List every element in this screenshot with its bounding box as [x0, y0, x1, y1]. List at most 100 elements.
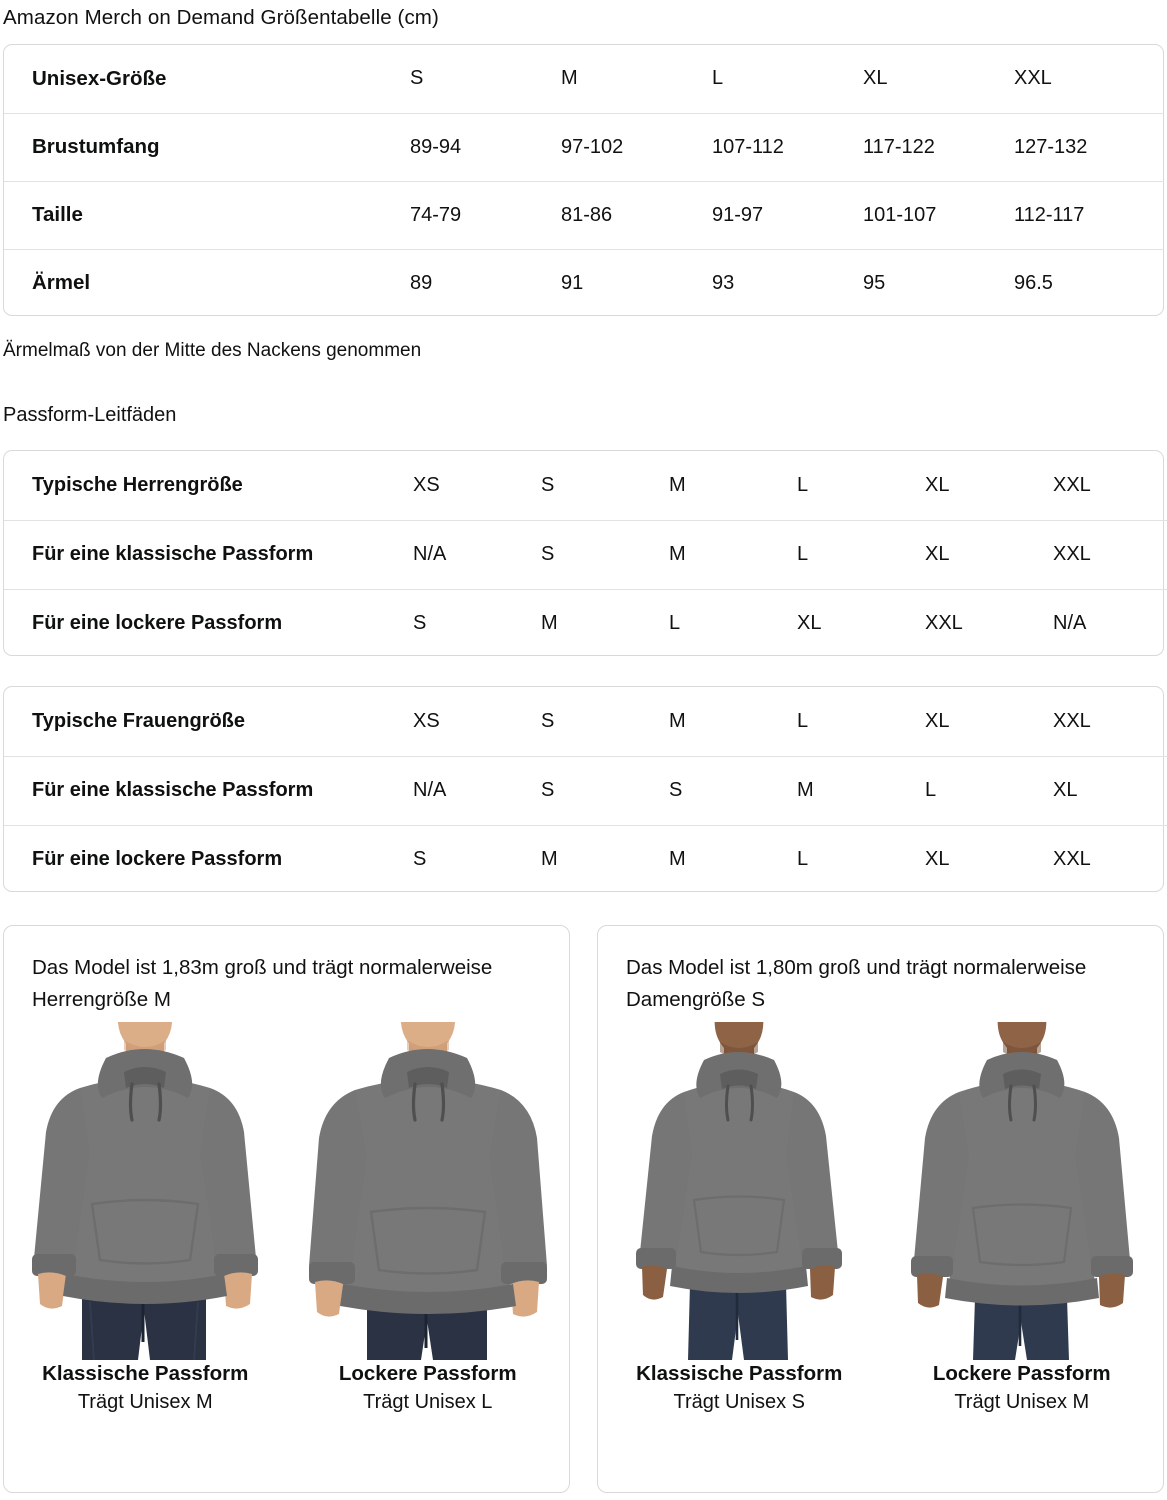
model-figure-relaxed-fit: Lockere Passform Trägt Unisex L — [298, 1022, 558, 1414]
page-title: Amazon Merch on Demand Größentabelle (cm… — [3, 6, 439, 29]
cell-value: L — [796, 520, 924, 590]
cell-value: XXL — [1053, 848, 1091, 871]
fit-wears: Trägt Unisex L — [363, 1391, 493, 1413]
row-label: Ärmel — [32, 271, 91, 295]
cell-value: M — [796, 756, 924, 826]
cell-value: 89 — [410, 271, 433, 294]
table-row: Ärmel 89 91 93 95 96.5 — [4, 249, 1164, 317]
cell-value: L — [924, 756, 1052, 826]
row-label: Für eine klassische Passform — [4, 756, 412, 826]
cell-value: S — [540, 451, 668, 521]
fit-guides-heading: Passform-Leitfäden — [3, 404, 177, 426]
figure-labels: Lockere Passform Trägt Unisex L — [298, 1362, 558, 1414]
cell-value: 91 — [561, 271, 584, 294]
table-row: Unisex-Größe S M L XL XXL — [4, 45, 1164, 114]
cell-value: M — [669, 848, 686, 871]
figure-labels: Klassische Passform Trägt Unisex M — [15, 1362, 275, 1414]
row-label: Taille — [4, 181, 409, 250]
cell-value: M — [560, 45, 711, 114]
cell-value: XL — [797, 612, 822, 635]
cell-value: XXL — [1052, 520, 1167, 590]
cell-value: 96.5 — [1014, 271, 1053, 294]
cell-value: S — [409, 45, 560, 114]
model-caption: Das Model ist 1,83m groß und trägt norma… — [32, 956, 493, 1011]
cell-value: 101-107 — [862, 181, 1013, 250]
fit-wears: Trägt Unisex M — [77, 1391, 213, 1413]
cell-value: XXL — [1052, 687, 1167, 757]
sleeve-measurement-note: Ärmelmaß von der Mitte des Nackens genom… — [3, 340, 422, 361]
cell-value: S — [668, 756, 796, 826]
table-row: Für eine klassische Passform N/A S S M L… — [4, 756, 1167, 826]
cell-value: XS — [412, 687, 540, 757]
mens-model-card: Das Model ist 1,83m groß und trägt norma… — [3, 925, 570, 1493]
cell-value: XL — [924, 451, 1052, 521]
cell-value: N/A — [412, 756, 540, 826]
cell-value: S — [540, 520, 668, 590]
cell-value: XXL — [1013, 45, 1164, 114]
model-caption: Das Model ist 1,80m groß und trägt norma… — [626, 956, 1087, 1011]
male-model-classic-fit-photo — [20, 1022, 271, 1360]
model-figures: Klassische Passform Trägt Unisex S — [598, 1022, 1163, 1414]
cell-value: L — [711, 45, 862, 114]
table-row: Für eine klassische Passform N/A S M L X… — [4, 520, 1167, 590]
cell-value: M — [668, 520, 796, 590]
cell-value: 107-112 — [711, 113, 862, 182]
table-row: Für eine lockere Passform S M M L XL XXL — [4, 825, 1167, 894]
cell-value: 74-79 — [409, 181, 560, 250]
model-figure-classic-fit: Klassische Passform Trägt Unisex M — [15, 1022, 275, 1414]
cell-value: 91-97 — [711, 181, 862, 250]
cell-value: N/A — [1053, 612, 1087, 635]
figure-labels: Klassische Passform Trägt Unisex S — [609, 1362, 869, 1414]
female-model-classic-fit-photo — [614, 1022, 865, 1360]
male-model-relaxed-fit-photo — [302, 1022, 553, 1360]
unisex-size-table: Unisex-Größe S M L XL XXL Brustumfang 89… — [3, 44, 1164, 316]
table-row: Brustumfang 89-94 97-102 107-112 117-122… — [4, 113, 1164, 182]
cell-value: XXL — [1052, 451, 1167, 521]
row-label: Brustumfang — [4, 113, 409, 182]
cell-value: 81-86 — [560, 181, 711, 250]
fit-name: Lockere Passform — [932, 1362, 1111, 1385]
figure-labels: Lockere Passform Trägt Unisex M — [892, 1362, 1152, 1414]
row-label: Typische Herrengröße — [4, 451, 412, 521]
cell-value: S — [540, 687, 668, 757]
row-label: Für eine lockere Passform — [32, 848, 283, 871]
cell-value: XL — [862, 45, 1013, 114]
fit-name: Klassische Passform — [636, 1362, 843, 1385]
model-figure-relaxed-fit: Lockere Passform Trägt Unisex M — [892, 1022, 1152, 1414]
cell-value: S — [540, 756, 668, 826]
cell-value: L — [797, 848, 809, 871]
fit-wears: Trägt Unisex S — [673, 1391, 806, 1413]
cell-value: S — [413, 848, 427, 871]
cell-value: XXL — [925, 612, 963, 635]
cell-value: M — [541, 848, 558, 871]
female-model-relaxed-fit-photo — [896, 1022, 1147, 1360]
cell-value: N/A — [412, 520, 540, 590]
cell-value: 95 — [863, 271, 886, 294]
womens-model-card: Das Model ist 1,80m groß und trägt norma… — [597, 925, 1164, 1493]
fit-name: Lockere Passform — [338, 1362, 517, 1385]
cell-value: 117-122 — [862, 113, 1013, 182]
model-figure-classic-fit: Klassische Passform Trägt Unisex S — [609, 1022, 869, 1414]
cell-value: 89-94 — [409, 113, 560, 182]
row-label: Für eine klassische Passform — [4, 520, 412, 590]
fit-wears: Trägt Unisex M — [954, 1391, 1090, 1413]
cell-value: XL — [925, 848, 950, 871]
fit-name: Klassische Passform — [42, 1362, 249, 1385]
cell-value: 93 — [712, 271, 735, 294]
table-row: Taille 74-79 81-86 91-97 101-107 112-117 — [4, 181, 1164, 250]
cell-value: XL — [924, 520, 1052, 590]
row-label: Typische Frauengröße — [4, 687, 412, 757]
cell-value: XL — [924, 687, 1052, 757]
cell-value: XS — [412, 451, 540, 521]
cell-value: L — [796, 451, 924, 521]
cell-value: 112-117 — [1013, 181, 1164, 250]
cell-value: M — [668, 687, 796, 757]
cell-value: XL — [1052, 756, 1167, 826]
model-figures: Klassische Passform Trägt Unisex M — [4, 1022, 569, 1414]
row-label: Unisex-Größe — [4, 45, 409, 114]
cell-value: L — [796, 687, 924, 757]
table-row: Für eine lockere Passform S M L XL XXL N… — [4, 589, 1167, 658]
cell-value: L — [669, 612, 681, 635]
cell-value: M — [668, 451, 796, 521]
